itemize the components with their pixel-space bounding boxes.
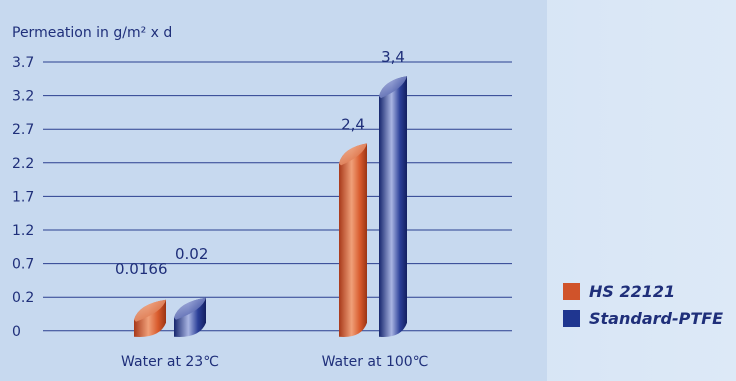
legend-swatch (563, 310, 580, 327)
bar-body (339, 143, 367, 338)
bar-top (339, 143, 367, 166)
legend-item-hs22121: HS 22121 (563, 278, 723, 305)
bar-standard-ptfe-0 (174, 297, 206, 338)
bar-hs-22121-0 (134, 299, 166, 338)
bar-body (379, 76, 407, 338)
y-tick-label: 0.7 (12, 257, 34, 273)
data-label: 2,4 (341, 115, 365, 133)
bar-top (174, 297, 206, 320)
bar-top (134, 299, 166, 322)
bars-layer (134, 76, 407, 338)
legend: HS 22121 Standard-PTFE (563, 278, 723, 332)
y-tick-label: 1.2 (12, 223, 34, 239)
labels-layer: 0.0166 0.02 Water at 23℃ 2,4 3,4 Water at 100… (115, 48, 428, 370)
chart-title: Permeation in g/m² x d (12, 25, 172, 41)
y-tick-label: 0 (12, 324, 21, 340)
y-tick-label: 2.7 (12, 122, 34, 138)
y-tick-label: 1.7 (12, 189, 34, 205)
legend-item-standard-ptfe: Standard-PTFE (563, 305, 723, 332)
x-tick-label: Water at 23℃ (121, 354, 219, 370)
x-tick-label: Water at 100℃ (322, 354, 429, 370)
y-tick-label: 3.7 (12, 55, 34, 71)
legend-label: Standard-PTFE (589, 309, 724, 328)
data-label: 0.02 (175, 245, 208, 263)
legend-label: HS 22121 (589, 282, 676, 301)
y-tick-label: 2.2 (12, 156, 34, 172)
chart-panel (0, 0, 547, 381)
bar-top (379, 76, 407, 99)
y-tick-label: 0.2 (12, 290, 34, 306)
data-label: 0.0166 (115, 260, 168, 278)
bar-hs-22121-1 (339, 143, 367, 338)
grid-layer: 3.7 3.2 2.7 2.2 1.7 1.2 0.7 0.2 0 (12, 55, 512, 340)
data-label: 3,4 (381, 48, 405, 66)
y-tick-label: 3.2 (12, 89, 34, 105)
legend-swatch (563, 283, 580, 300)
bar-standard-ptfe-1 (379, 76, 407, 338)
